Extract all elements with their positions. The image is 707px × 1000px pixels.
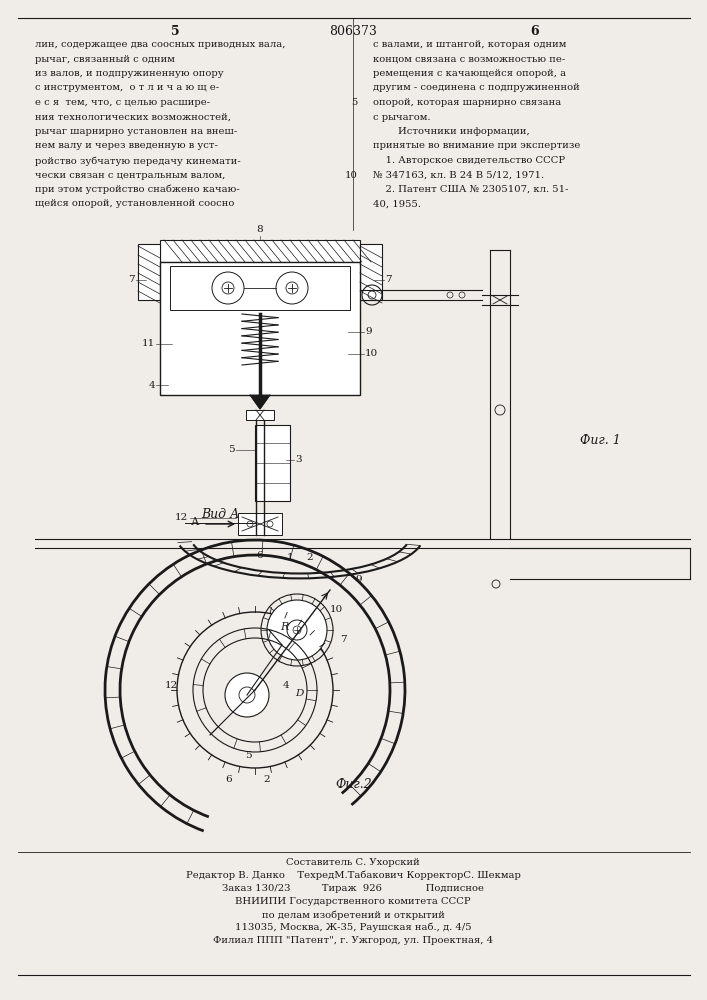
Text: 2: 2 bbox=[263, 776, 269, 784]
Text: 5: 5 bbox=[170, 25, 180, 38]
Text: 6: 6 bbox=[257, 551, 263, 560]
Text: принятые во внимание при экспертизе: принятые во внимание при экспертизе bbox=[373, 141, 580, 150]
Text: лин, содержащее два соосных приводных вала,: лин, содержащее два соосных приводных ва… bbox=[35, 40, 286, 49]
Text: концом связана с возможностью пе-: концом связана с возможностью пе- bbox=[373, 54, 566, 64]
Text: 6: 6 bbox=[225, 776, 232, 784]
Text: с инструментом,  о т л и ч а ю щ е-: с инструментом, о т л и ч а ю щ е- bbox=[35, 84, 219, 93]
Circle shape bbox=[225, 673, 269, 717]
Text: Заказ 130/23          Тираж  926              Подписное: Заказ 130/23 Тираж 926 Подписное bbox=[222, 884, 484, 893]
Text: с валами, и штангой, которая одним: с валами, и штангой, которая одним bbox=[373, 40, 566, 49]
Text: 1: 1 bbox=[286, 552, 293, 562]
Text: 5: 5 bbox=[351, 98, 358, 107]
Text: R: R bbox=[280, 622, 288, 632]
Text: Источники информации,: Источники информации, bbox=[373, 127, 530, 136]
Text: Составитель С. Ухорский: Составитель С. Ухорский bbox=[286, 858, 420, 867]
Text: рычаг шарнирно установлен на внеш-: рычаг шарнирно установлен на внеш- bbox=[35, 127, 238, 136]
Text: из валов, и подпружиненную опору: из валов, и подпружиненную опору bbox=[35, 69, 223, 78]
Polygon shape bbox=[246, 410, 274, 420]
Text: 113035, Москва, Ж-35, Раушская наб., д. 4/5: 113035, Москва, Ж-35, Раушская наб., д. … bbox=[235, 923, 472, 932]
Text: другим - соединена с подпружиненной: другим - соединена с подпружиненной bbox=[373, 84, 580, 93]
Text: 10: 10 bbox=[365, 350, 378, 359]
Text: D: D bbox=[295, 688, 303, 698]
Text: чески связан с центральным валом,: чески связан с центральным валом, bbox=[35, 170, 226, 180]
Text: А: А bbox=[191, 517, 199, 527]
Text: 2. Патент США № 2305107, кл. 51-: 2. Патент США № 2305107, кл. 51- bbox=[373, 185, 568, 194]
Text: 9: 9 bbox=[355, 576, 361, 584]
Text: по делам изобретений и открытий: по делам изобретений и открытий bbox=[262, 910, 445, 920]
Text: № 347163, кл. В 24 В 5/12, 1971.: № 347163, кл. В 24 В 5/12, 1971. bbox=[373, 170, 544, 180]
Text: Филиал ППП "Патент", г. Ужгород, ул. Проектная, 4: Филиал ППП "Патент", г. Ужгород, ул. Про… bbox=[213, 936, 493, 945]
Text: 7: 7 bbox=[129, 275, 135, 284]
Text: 4: 4 bbox=[283, 680, 290, 690]
Text: 5: 5 bbox=[245, 752, 252, 760]
Text: 40, 1955.: 40, 1955. bbox=[373, 200, 421, 209]
Text: нем валу и через введенную в уст-: нем валу и через введенную в уст- bbox=[35, 141, 218, 150]
Text: 5: 5 bbox=[228, 446, 235, 454]
Text: ния технологических возможностей,: ния технологических возможностей, bbox=[35, 112, 231, 121]
Text: 4: 4 bbox=[148, 380, 155, 389]
Text: Фиг.2: Фиг.2 bbox=[335, 778, 372, 792]
Polygon shape bbox=[238, 513, 282, 535]
Text: опорой, которая шарнирно связана: опорой, которая шарнирно связана bbox=[373, 98, 561, 107]
Text: ремещения с качающейся опорой, а: ремещения с качающейся опорой, а bbox=[373, 69, 566, 78]
Text: 10: 10 bbox=[345, 170, 358, 180]
Text: 7: 7 bbox=[385, 275, 392, 284]
Circle shape bbox=[267, 600, 327, 660]
Text: 10: 10 bbox=[330, 605, 344, 614]
Text: 11: 11 bbox=[141, 340, 155, 349]
Text: 9: 9 bbox=[365, 328, 372, 336]
Text: 3: 3 bbox=[295, 456, 302, 464]
Text: ройство зубчатую передачу кинемати-: ройство зубчатую передачу кинемати- bbox=[35, 156, 241, 165]
Text: 8: 8 bbox=[257, 225, 263, 234]
Polygon shape bbox=[160, 262, 360, 395]
Text: 2: 2 bbox=[307, 552, 313, 562]
Text: 806373: 806373 bbox=[329, 25, 377, 38]
Text: е с я  тем, что, с целью расшире-: е с я тем, что, с целью расшире- bbox=[35, 98, 210, 107]
Text: ВНИИПИ Государственного комитета СССР: ВНИИПИ Государственного комитета СССР bbox=[235, 897, 471, 906]
Polygon shape bbox=[160, 240, 360, 262]
Text: при этом устройство снабжено качаю-: при этом устройство снабжено качаю- bbox=[35, 185, 240, 194]
Polygon shape bbox=[255, 425, 290, 501]
Polygon shape bbox=[250, 395, 270, 409]
Text: 12: 12 bbox=[165, 680, 178, 690]
Text: Редактор В. Данко    ТехредМ.Табакович КорректорС. Шекмар: Редактор В. Данко ТехредМ.Табакович Корр… bbox=[185, 871, 520, 880]
Text: Фиг. 1: Фиг. 1 bbox=[580, 434, 621, 446]
Text: 12: 12 bbox=[175, 514, 188, 522]
Text: щейся опорой, установленной соосно: щейся опорой, установленной соосно bbox=[35, 200, 235, 209]
Text: рычаг, связанный с одним: рычаг, связанный с одним bbox=[35, 54, 175, 64]
Polygon shape bbox=[138, 244, 160, 300]
Text: с рычагом.: с рычагом. bbox=[373, 112, 431, 121]
Polygon shape bbox=[170, 266, 350, 310]
Text: Вид А: Вид А bbox=[201, 508, 239, 522]
Text: 7: 7 bbox=[340, 636, 346, 645]
Text: 6: 6 bbox=[531, 25, 539, 38]
Polygon shape bbox=[360, 244, 382, 300]
Text: 1. Авторское свидетельство СССР: 1. Авторское свидетельство СССР bbox=[373, 156, 565, 165]
